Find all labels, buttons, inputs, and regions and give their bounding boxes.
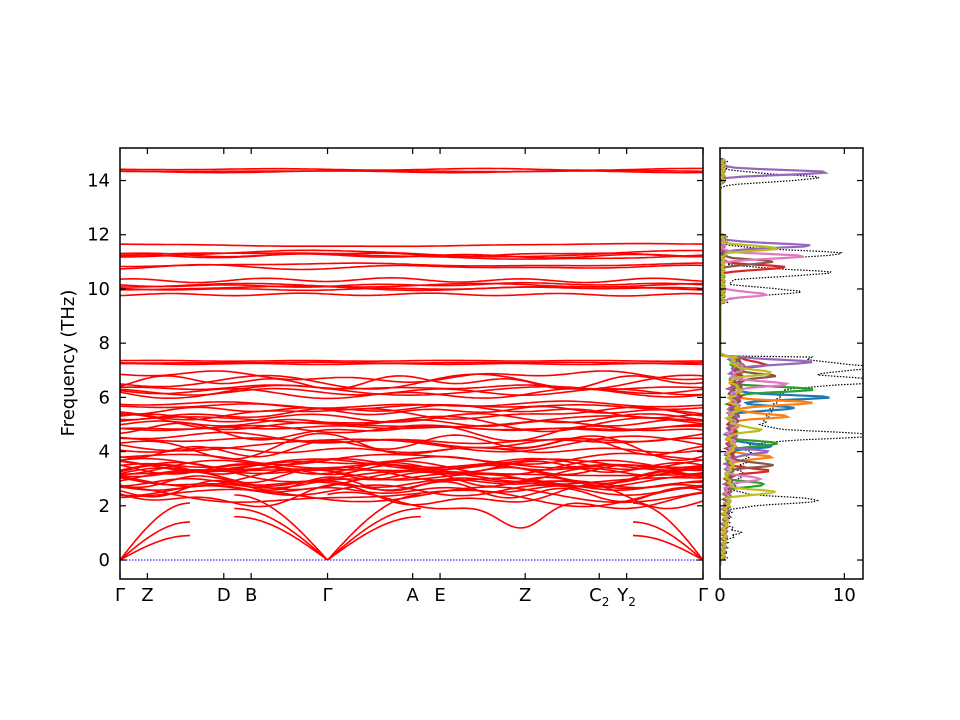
phonon-band	[120, 277, 703, 284]
dos-curves	[720, 157, 863, 566]
acoustic-band	[234, 494, 329, 561]
phonon-band	[120, 412, 703, 424]
phonon-band	[120, 167, 703, 171]
phonon-band	[120, 400, 703, 409]
k-point-label: Γ	[115, 585, 125, 606]
acoustic-band	[120, 521, 190, 561]
phonon-band	[120, 170, 703, 174]
phonon-band	[120, 461, 703, 485]
phonon-band	[120, 483, 703, 494]
y-tick-label: 2	[99, 496, 110, 517]
k-point-label: C2	[589, 585, 609, 609]
k-point-label: Γ	[698, 585, 708, 606]
acoustic-band	[633, 534, 703, 561]
acoustic-band	[633, 521, 703, 561]
acoustic-band	[326, 507, 421, 561]
k-point-label: Z	[519, 585, 531, 606]
acoustic-band	[633, 502, 703, 561]
phonon-band	[120, 252, 703, 260]
phonon-band	[120, 242, 703, 248]
k-point-label: Γ	[323, 585, 333, 606]
acoustic-band	[120, 534, 190, 561]
phonon-band	[120, 435, 703, 453]
y-tick-label: 4	[99, 442, 110, 463]
acoustic-band	[120, 502, 190, 561]
y-tick-label: 8	[99, 333, 110, 354]
y-tick-label: 14	[87, 171, 110, 192]
phonon-band	[120, 375, 703, 390]
phonon-band	[120, 403, 703, 411]
k-path-axis: Γ Z D B Γ A E Z C2 Y2 Γ	[115, 148, 708, 609]
phonon-band	[120, 384, 703, 399]
phonon-band	[120, 404, 703, 421]
phonon-band	[120, 446, 703, 454]
phonon-band	[120, 384, 703, 391]
phonon-band	[120, 263, 703, 271]
acoustic-band	[327, 515, 421, 561]
phonon-band	[327, 491, 703, 529]
k-point-label: Y2	[616, 585, 636, 609]
phonon-band	[120, 464, 703, 476]
y-tick-label: 10	[87, 279, 110, 300]
phonon-band	[120, 361, 703, 364]
dos-axis: 0 10	[714, 148, 856, 606]
phonon-band	[120, 467, 703, 491]
k-point-label: E	[434, 585, 445, 606]
phonon-band	[120, 282, 703, 288]
phonon-bands	[120, 167, 703, 561]
phonon-band	[120, 422, 703, 442]
phonon-band	[120, 406, 703, 421]
dos-plot-frame	[719, 147, 864, 580]
frequency-axis: 0 2 4 6 8 10 12 14	[87, 171, 703, 571]
phonon-band	[120, 370, 703, 383]
y-tick-label: 0	[99, 550, 110, 571]
total-dos-curve	[720, 158, 863, 566]
phonon-band	[120, 286, 703, 292]
phonon-band	[120, 458, 703, 471]
phonon-band	[120, 423, 703, 434]
acoustic-band	[326, 494, 421, 561]
band-plot-frame	[119, 147, 704, 580]
phonon-band	[120, 486, 703, 504]
y-tick-label: 12	[87, 225, 110, 246]
k-point-label: D	[217, 585, 231, 606]
k-point-label: Z	[141, 585, 153, 606]
y-axis-label: Frequency (THz)	[58, 290, 79, 437]
phonon-band	[120, 466, 703, 488]
partial-dos-curve	[720, 158, 779, 566]
dos-panel: 0 10	[714, 147, 864, 606]
y-tick-label: 6	[99, 387, 110, 408]
k-point-label: B	[245, 585, 257, 606]
acoustic-band	[234, 515, 328, 561]
phonon-band	[120, 359, 703, 363]
dos-x-tick-label: 0	[714, 585, 725, 606]
k-point-label: A	[407, 585, 420, 606]
acoustic-band	[234, 507, 329, 561]
dos-x-tick-label: 10	[833, 585, 856, 606]
phonon-band	[120, 413, 703, 433]
phonon-band	[120, 373, 703, 391]
phonon-band	[120, 418, 703, 427]
phonon-band	[120, 486, 703, 508]
phonon-band	[120, 477, 703, 489]
dos-frequency-ticks	[720, 179, 863, 561]
phonon-band	[120, 459, 703, 476]
phonon-band	[120, 437, 703, 445]
phonon-band	[120, 292, 703, 297]
